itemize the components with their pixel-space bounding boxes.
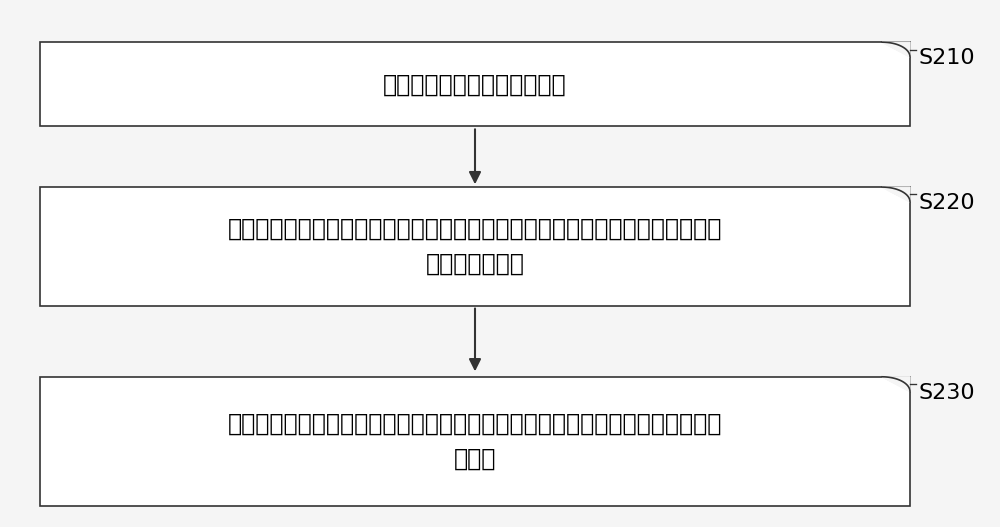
Text: S210: S210 <box>918 48 975 69</box>
Text: 获取待检测电路的电信号数据: 获取待检测电路的电信号数据 <box>383 72 567 96</box>
Polygon shape <box>882 42 910 57</box>
Text: S230: S230 <box>918 383 975 403</box>
Polygon shape <box>882 377 910 392</box>
Text: S220: S220 <box>918 193 975 213</box>
Bar <box>40 377 910 506</box>
Polygon shape <box>882 187 910 202</box>
Text: 根据电压实部数据、电压虚部数据、电流实部数据和电流虚部数据，得到负载阻
抗数据: 根据电压实部数据、电压虚部数据、电流实部数据和电流虚部数据，得到负载阻 抗数据 <box>228 412 722 471</box>
Bar <box>40 187 910 306</box>
Bar <box>40 42 910 126</box>
Text: 对电信号数据进行校正处理，得到电压实部数据、电压虚部数据、电流实部数据
和电流虚部数据: 对电信号数据进行校正处理，得到电压实部数据、电压虚部数据、电流实部数据 和电流虚… <box>228 217 722 276</box>
